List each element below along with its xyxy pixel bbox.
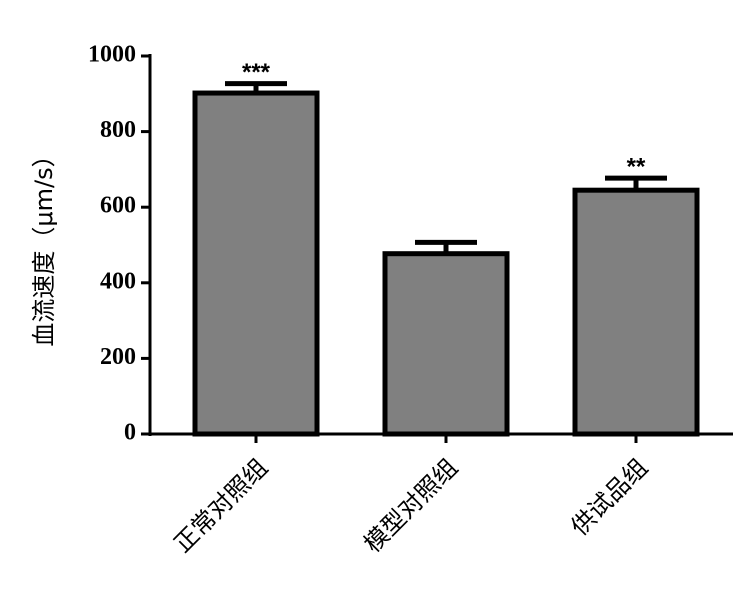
- y-tick-label: 600: [100, 193, 136, 219]
- annotation: ***: [242, 59, 271, 86]
- x-tick-label: 模型对照组: [359, 453, 464, 558]
- y-tick-label: 1000: [88, 42, 136, 68]
- y-tick-label: 200: [100, 344, 136, 370]
- x-tick-label: 供试品组: [566, 453, 654, 541]
- x-tick-label: 正常对照组: [169, 453, 274, 558]
- annotation: **: [627, 153, 646, 180]
- y-axis-label: 血流速度（μm/s）: [30, 143, 58, 346]
- y-tick-label: 800: [100, 117, 136, 143]
- y-tick-label: 400: [100, 268, 136, 294]
- bar: [572, 187, 700, 437]
- bar: [382, 251, 510, 437]
- bar: [192, 90, 320, 437]
- y-tick-label: 0: [124, 420, 136, 446]
